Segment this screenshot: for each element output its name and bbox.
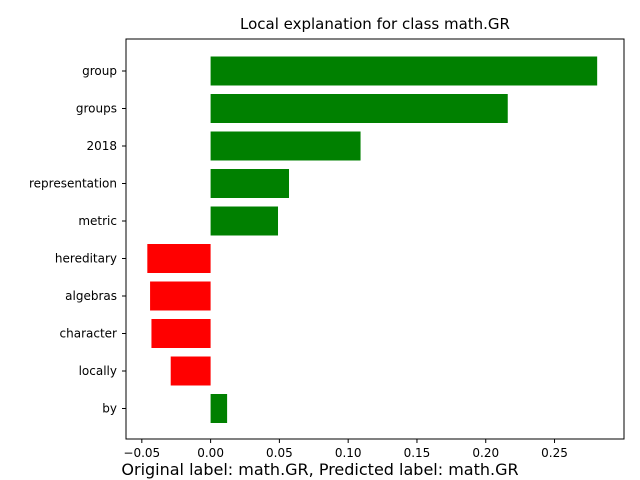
y-tick-label: representation	[29, 177, 117, 191]
y-tick-label: by	[102, 402, 117, 416]
y-tick-label: locally	[79, 364, 117, 378]
y-tick-label: character	[60, 327, 118, 341]
x-tick-label: 0.25	[541, 446, 568, 460]
y-tick-label: groups	[76, 102, 117, 116]
footer-caption: Original label: math.GR, Predicted label…	[121, 460, 518, 479]
x-tick-label: −0.05	[123, 446, 160, 460]
bar-representation	[210, 169, 290, 198]
bar-locally	[170, 356, 211, 386]
bar-2018	[210, 131, 361, 161]
y-tick-label: algebras	[65, 289, 117, 303]
y-tick-label: hereditary	[55, 252, 117, 266]
y-tick-label: 2018	[86, 139, 117, 153]
bar-character	[151, 319, 211, 348]
bar-algebras	[150, 281, 211, 311]
x-tick-label: 0.10	[335, 446, 362, 460]
x-tick-label: 0.00	[197, 446, 224, 460]
bar-by	[210, 394, 228, 423]
bars-group	[147, 56, 598, 423]
bar-group	[210, 56, 598, 86]
y-tick-label: metric	[78, 214, 117, 228]
bar-metric	[210, 206, 279, 236]
chart-title: Local explanation for class math.GR	[240, 15, 510, 33]
x-tick-label: 0.20	[472, 446, 499, 460]
y-tick-label: group	[82, 64, 117, 78]
bar-hereditary	[147, 244, 211, 273]
x-tick-label: 0.05	[266, 446, 293, 460]
bar-groups	[210, 94, 508, 123]
x-axis-ticks: −0.05 0.00 0.05 0.10 0.15 0.20 0.25	[123, 439, 568, 460]
y-axis-ticks: group groups 2018 representation metric hered…	[29, 64, 126, 416]
x-tick-label: 0.15	[404, 446, 431, 460]
plot-frame	[125, 38, 625, 440]
